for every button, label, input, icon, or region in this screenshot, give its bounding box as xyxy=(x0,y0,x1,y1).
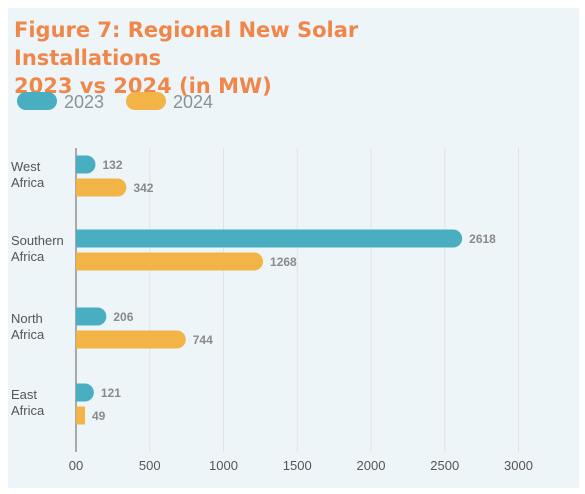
chart-title: Figure 7: Regional New Solar Installatio… xyxy=(14,16,494,100)
x-tick-label-2500: 2500 xyxy=(430,458,459,473)
bar-base-west-africa-2024 xyxy=(76,178,85,197)
bar-base-north-africa-2024 xyxy=(76,330,85,349)
bar-southern-africa-2023 xyxy=(76,229,463,248)
x-tick-label-1000: 1000 xyxy=(209,458,238,473)
value-label-southern-africa-2023: 2618 xyxy=(469,232,496,246)
x-tick-label-2000: 2000 xyxy=(357,458,386,473)
bar-north-africa-2024 xyxy=(76,330,186,349)
bar-base-east-africa-2023 xyxy=(76,383,85,402)
value-label-north-africa-2024: 744 xyxy=(193,333,213,347)
category-label-north-africa: North Africa xyxy=(11,311,45,342)
category-label-southern-africa: Southern Africa xyxy=(11,233,64,264)
chart-title-line-1: Figure 7: Regional New Solar Installatio… xyxy=(14,18,359,70)
chart-panel xyxy=(8,8,579,488)
bar-southern-africa-2024 xyxy=(76,252,264,271)
bar-base-east-africa-2024 xyxy=(76,406,85,425)
x-tick-label-500: 500 xyxy=(139,458,161,473)
value-label-west-africa-2023: 132 xyxy=(102,158,122,172)
x-tick-label-3000: 3000 xyxy=(504,458,533,473)
category-label-east-africa: East Africa xyxy=(11,387,45,418)
value-label-southern-africa-2024: 1268 xyxy=(270,255,297,269)
category-label-west-africa: West Africa xyxy=(11,159,45,190)
legend-swatch-2023 xyxy=(17,92,57,110)
x-tick-label-1500: 1500 xyxy=(283,458,312,473)
bar-base-north-africa-2023 xyxy=(76,307,85,326)
bar-base-west-africa-2023 xyxy=(76,155,85,174)
bar-west-africa-2024 xyxy=(76,178,127,197)
value-label-east-africa-2024: 49 xyxy=(92,409,106,423)
legend-label-2024: 2024 xyxy=(173,92,214,112)
legend-label-2023: 2023 xyxy=(64,92,105,112)
value-label-west-africa-2024: 342 xyxy=(133,181,153,195)
bar-base-southern-africa-2023 xyxy=(76,229,85,248)
x-tick-label-0: 00 xyxy=(69,458,83,473)
bar-base-southern-africa-2024 xyxy=(76,252,85,271)
value-label-north-africa-2023: 206 xyxy=(113,310,133,324)
legend-swatch-2024 xyxy=(126,92,166,110)
value-label-east-africa-2023: 121 xyxy=(101,386,121,400)
